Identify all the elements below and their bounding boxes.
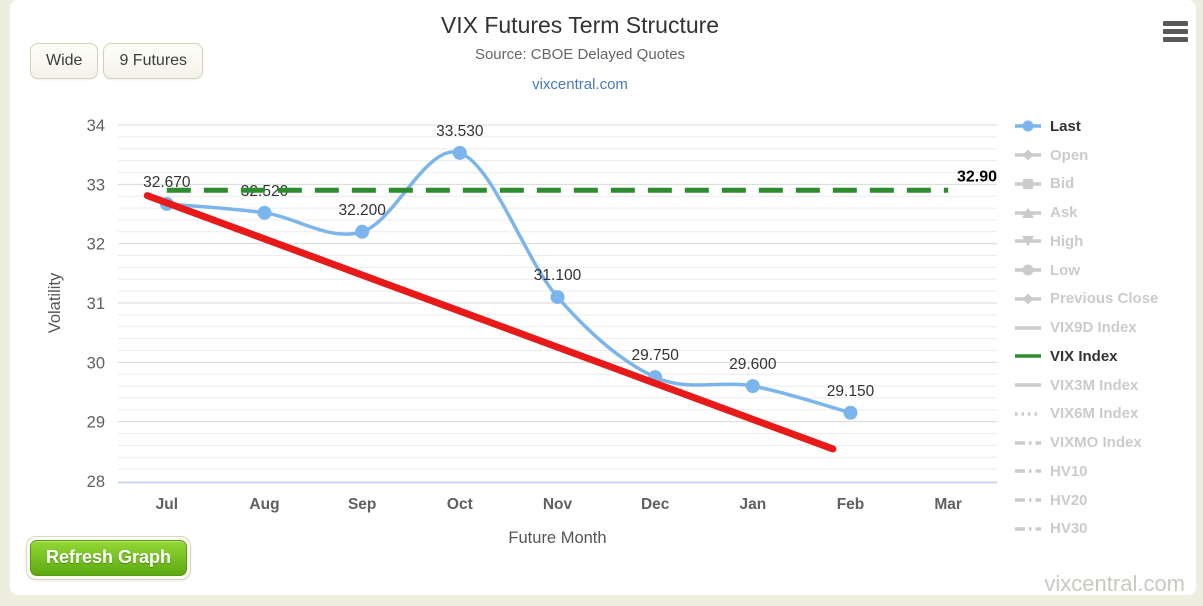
chart-header: VIX Futures Term Structure Source: CBOE … [0, 12, 1160, 94]
data-point-Oct[interactable] [452, 145, 467, 160]
x-tick-Feb: Feb [837, 496, 865, 513]
legend-label: Bid [1050, 175, 1075, 193]
legend-label: High [1050, 232, 1084, 250]
chart-title: VIX Futures Term Structure [440, 12, 720, 38]
wide-button[interactable]: Wide [30, 43, 99, 79]
legend-label: Previous Close [1050, 290, 1159, 308]
hamburger-menu-icon[interactable] [1163, 21, 1188, 45]
legend-item-vix9d-index[interactable]: VIX9D Index [1014, 313, 1158, 342]
legend-label: Low [1050, 261, 1080, 279]
legend-marker-icon [1015, 440, 1041, 445]
legend-item-bid[interactable]: Bid [1014, 170, 1158, 199]
legend-item-vixmo-index[interactable]: VIXMO Index [1014, 428, 1158, 457]
data-label-Oct: 33.530 [436, 123, 484, 140]
legend-marker-icon [1015, 498, 1041, 502]
legend-marker-icon [1015, 178, 1041, 189]
watermark-text: vixcentral.com [1044, 571, 1185, 596]
y-tick-32: 32 [87, 236, 105, 254]
legend-marker-icon [1015, 293, 1041, 305]
legend-marker-icon [1015, 469, 1041, 474]
legend-label: VIX Index [1050, 347, 1118, 365]
vix-index-value-label: 32.90 [957, 168, 997, 185]
hamburger-bar [1163, 29, 1188, 34]
legend-marker-icon [1015, 383, 1041, 387]
legend-label: HV10 [1050, 462, 1088, 480]
x-tick-Dec: Dec [641, 496, 670, 513]
x-tick-Mar: Mar [934, 496, 962, 513]
data-point-Aug[interactable] [257, 205, 272, 220]
chart-card [10, 0, 1196, 595]
legend-label: Last [1050, 117, 1081, 135]
legend-marker-icon [1015, 354, 1041, 359]
legend-label: Ask [1050, 204, 1078, 222]
data-point-Sep[interactable] [355, 224, 370, 239]
last-series-line[interactable] [166, 150, 851, 415]
legend-marker-icon [1015, 120, 1041, 132]
legend-marker-icon [1015, 264, 1041, 276]
vixcentral-link[interactable]: vixcentral.com [532, 76, 628, 93]
hamburger-bar [1163, 37, 1188, 42]
data-label-Dec: 29.750 [631, 347, 679, 364]
chart-subtitle: Source: CBOE Delayed Quotes [474, 46, 686, 63]
legend-marker-icon [1015, 236, 1041, 247]
legend-marker-icon [1015, 527, 1041, 531]
x-tick-Jan: Jan [739, 496, 766, 513]
y-tick-30: 30 [87, 354, 105, 372]
legend-item-hv10[interactable]: HV10 [1014, 457, 1158, 486]
legend-item-open[interactable]: Open [1014, 141, 1158, 170]
legend-item-previous-close[interactable]: Previous Close [1014, 285, 1158, 314]
toolbar: Wide 9 Futures [30, 43, 204, 79]
legend-label: VIX9D Index [1050, 319, 1137, 337]
data-label-Sep: 32.200 [338, 202, 386, 219]
refresh-button-wrap: Refresh Graph [26, 536, 192, 580]
y-tick-33: 33 [87, 176, 105, 194]
legend-item-high[interactable]: High [1014, 227, 1158, 256]
x-axis-title: Future Month [508, 529, 606, 547]
data-label-Nov: 31.100 [534, 267, 582, 284]
legend-label: HV30 [1050, 520, 1088, 538]
refresh-graph-button[interactable]: Refresh Graph [30, 540, 188, 576]
legend-marker-icon [1015, 412, 1041, 416]
legend-marker-icon [1015, 149, 1041, 161]
futures-count-button[interactable]: 9 Futures [103, 43, 204, 79]
hamburger-bar [1163, 21, 1188, 26]
legend-label: VIXMO Index [1050, 434, 1142, 452]
legend-label: Open [1050, 146, 1089, 164]
chart-plot-area: 32.67032.52032.20033.53031.10029.75029.6… [46, 117, 997, 547]
y-tick-31: 31 [87, 295, 105, 313]
legend-item-ask[interactable]: Ask [1014, 198, 1158, 227]
x-tick-Sep: Sep [348, 496, 376, 513]
legend-item-vix3m-index[interactable]: VIX3M Index [1014, 371, 1158, 400]
legend-label: HV20 [1050, 491, 1088, 509]
legend-label: VIX3M Index [1050, 376, 1139, 394]
y-tick-29: 29 [87, 414, 105, 432]
legend-item-vix-index[interactable]: VIX Index [1014, 342, 1158, 371]
y-axis-title: Volatility [46, 272, 64, 333]
legend-marker-icon [1015, 207, 1041, 218]
legend-item-low[interactable]: Low [1014, 256, 1158, 285]
legend-item-last[interactable]: Last [1014, 112, 1158, 141]
chart-legend: Last Open Bid Ask High Low Previous Close VIX9D… [1014, 112, 1158, 543]
trend-line[interactable] [143, 192, 837, 453]
legend-item-hv20[interactable]: HV20 [1014, 486, 1158, 515]
x-tick-Oct: Oct [447, 496, 473, 513]
data-label-Jan: 29.600 [729, 356, 777, 373]
legend-marker-icon [1015, 325, 1041, 330]
y-tick-34: 34 [87, 117, 105, 135]
legend-item-hv30[interactable]: HV30 [1014, 515, 1158, 544]
data-point-Feb[interactable] [843, 405, 858, 420]
x-tick-Nov: Nov [543, 496, 573, 513]
x-tick-Jul: Jul [156, 496, 178, 513]
data-label-Jul: 32.670 [143, 174, 191, 191]
x-tick-Aug: Aug [249, 496, 279, 513]
data-point-Jan[interactable] [745, 379, 760, 394]
legend-label: VIX6M Index [1050, 405, 1139, 423]
legend-item-vix6m-index[interactable]: VIX6M Index [1014, 400, 1158, 429]
data-label-Feb: 29.150 [827, 383, 875, 400]
y-tick-28: 28 [87, 473, 105, 491]
data-point-Nov[interactable] [550, 290, 565, 305]
